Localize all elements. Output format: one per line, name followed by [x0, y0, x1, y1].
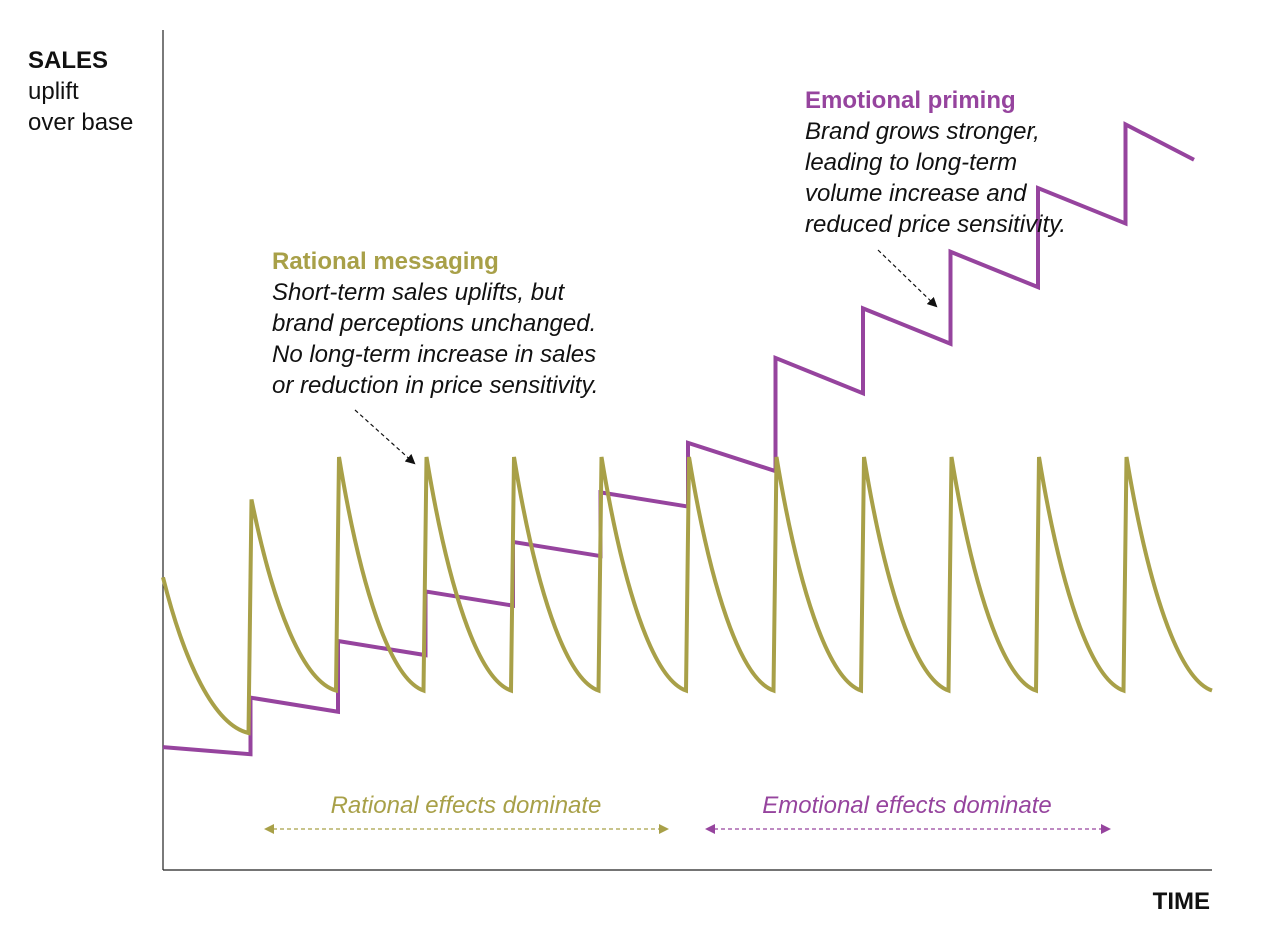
- rational-annotation-line-4: or reduction in price sensitivity.: [272, 372, 598, 399]
- rational-annotation-line-3: No long-term increase in sales: [272, 341, 596, 368]
- emotional-annotation-title: Emotional priming: [805, 87, 1016, 114]
- rational-messaging-line: [161, 456, 1213, 736]
- rational-effects-band: Rational effects dominate: [264, 792, 669, 834]
- rational-annotation-line-2: brand perceptions unchanged.: [272, 310, 596, 337]
- emotional-annotation: Emotional priming Brand grows stronger, …: [805, 87, 1066, 308]
- emotional-annotation-line-1: Brand grows stronger,: [805, 118, 1040, 145]
- emotional-effects-band-label: Emotional effects dominate: [762, 792, 1052, 819]
- y-axis-label-line-2: uplift: [28, 78, 79, 105]
- rational-annotation-title: Rational messaging: [272, 248, 499, 275]
- emotional-annotation-line-2: leading to long-term: [805, 149, 1017, 176]
- emotional-effects-band: Emotional effects dominate: [705, 792, 1111, 834]
- rational-effects-band-label: Rational effects dominate: [331, 792, 602, 819]
- emotional-annotation-line-3: volume increase and: [805, 180, 1027, 207]
- y-axis-label-line-3: over base: [28, 109, 133, 136]
- rational-messaging-series: [161, 456, 1213, 736]
- y-axis-label-line-1: SALES: [28, 47, 108, 74]
- rational-annotation-pointer: [354, 409, 416, 465]
- emotional-annotation-pointer: [877, 249, 938, 308]
- emotional-annotation-line-4: reduced price sensitivity.: [805, 211, 1066, 238]
- x-axis-label: TIME: [1153, 888, 1210, 915]
- rational-annotation: Rational messaging Short-term sales upli…: [272, 248, 598, 465]
- rational-annotation-line-1: Short-term sales uplifts, but: [272, 279, 565, 306]
